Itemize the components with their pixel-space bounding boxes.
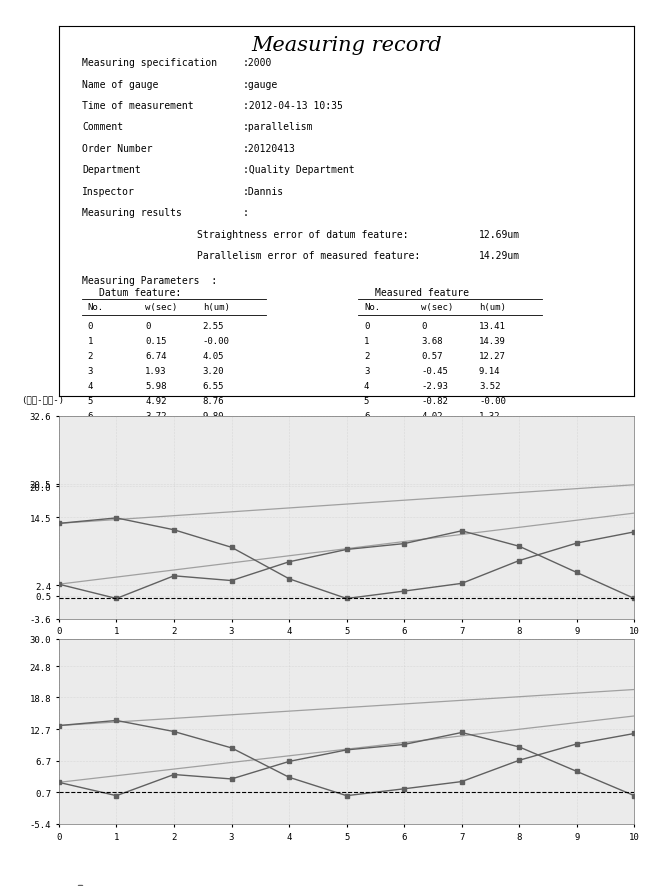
Text: 9: 9 [364,456,370,465]
Text: Straightness error of datum feature:: Straightness error of datum feature: [197,229,409,239]
Text: Comment: Comment [82,122,123,132]
Text: Name of gauge: Name of gauge [82,80,158,89]
Text: -2.93: -2.93 [421,382,448,391]
Text: -0.82: -0.82 [421,396,448,406]
Text: :Dannis: :Dannis [243,187,284,197]
Text: Measuring results: Measuring results [82,208,182,218]
Text: 12.69um: 12.69um [479,229,520,239]
Text: :parallelism: :parallelism [243,122,313,132]
Text: 2.70: 2.70 [479,426,500,435]
Text: 12.27: 12.27 [479,352,506,361]
Text: 5: 5 [364,396,370,406]
Text: 3: 3 [88,367,93,376]
Text: 9.32: 9.32 [203,441,224,450]
Text: 0.15: 0.15 [145,337,167,346]
Text: 5: 5 [88,396,93,406]
Text: :Quality Department: :Quality Department [243,165,354,175]
Text: 5.50: 5.50 [145,426,167,435]
Text: 5.98: 5.98 [145,382,167,391]
Text: 0: 0 [88,322,93,330]
Text: 4.05: 4.05 [203,352,224,361]
Text: (误差-微米-): (误差-微米-) [22,395,65,404]
Text: 1.32: 1.32 [479,411,500,421]
Text: 5.81: 5.81 [421,456,443,465]
Text: 7: 7 [364,426,370,435]
Text: 7: 7 [88,426,93,435]
Text: :20120413: :20120413 [243,144,296,154]
Text: 3.68: 3.68 [421,337,443,346]
Text: 6.78: 6.78 [479,441,500,450]
Text: 8.76: 8.76 [203,396,224,406]
Text: -2.30: -2.30 [145,456,172,465]
Text: 14.39: 14.39 [479,337,506,346]
Text: Measuring record: Measuring record [251,35,442,55]
Text: Measuring specification: Measuring specification [82,58,217,68]
Text: 2: 2 [364,352,370,361]
Text: Order Number: Order Number [82,144,152,154]
Text: 6.14: 6.14 [421,441,443,450]
Text: 4: 4 [88,382,93,391]
Text: 0: 0 [421,322,427,330]
Legend: 折线图, 矩阵折线图: 折线图, 矩阵折线图 [63,879,192,886]
Text: 0: 0 [364,322,370,330]
Text: :gauge: :gauge [243,80,278,89]
Text: 0.00: 0.00 [203,471,224,480]
Text: 2: 2 [88,352,93,361]
Text: Time of measurement: Time of measurement [82,101,194,111]
Text: 6: 6 [88,411,93,421]
Text: 9.80: 9.80 [203,411,224,421]
Text: :2000: :2000 [243,58,273,68]
Text: 9.90: 9.90 [479,456,500,465]
Text: 1: 1 [364,337,370,346]
Text: 8: 8 [88,441,93,450]
Text: w(sec): w(sec) [421,303,454,312]
Text: Measured feature: Measured feature [375,288,470,298]
Text: 13.41: 13.41 [479,322,506,330]
Text: 3: 3 [364,367,370,376]
Text: 9.14: 9.14 [479,367,500,376]
Text: -0.45: -0.45 [421,367,448,376]
Text: 2.55: 2.55 [203,322,224,330]
Text: h(um): h(um) [479,303,506,312]
Text: 11.90: 11.90 [479,471,506,480]
Text: 8: 8 [364,441,370,450]
Text: 1.93: 1.93 [145,367,167,376]
Text: Parallelism error of measured feature:: Parallelism error of measured feature: [197,251,421,261]
Text: 14.29um: 14.29um [479,251,520,261]
Text: 10: 10 [364,471,375,480]
Text: No.: No. [364,303,380,312]
Text: 0.57: 0.57 [421,352,443,361]
Text: h(um): h(um) [203,303,230,312]
Text: Measuring Parameters  :: Measuring Parameters : [82,276,217,286]
Text: 1.35: 1.35 [145,471,167,480]
Text: w(sec): w(sec) [145,303,177,312]
Text: -0.00: -0.00 [479,396,506,406]
Text: 6.55: 6.55 [203,382,224,391]
Text: No.: No. [88,303,104,312]
Text: 6.74: 6.74 [145,352,167,361]
Text: 12.09: 12.09 [203,426,230,435]
Text: Department: Department [82,165,141,175]
Text: 3.72: 3.72 [145,411,167,421]
Text: 6: 6 [364,411,370,421]
Text: 9: 9 [88,456,93,465]
Text: 0: 0 [145,322,150,330]
Text: 4: 4 [364,382,370,391]
Text: Datum feature:: Datum feature: [99,288,181,298]
Text: 3.52: 3.52 [479,382,500,391]
Text: :2012-04-13 10:35: :2012-04-13 10:35 [243,101,343,111]
Text: 4.64: 4.64 [203,456,224,465]
Text: 1: 1 [88,337,93,346]
Text: 4.09: 4.09 [421,426,443,435]
Text: -0.57: -0.57 [145,441,172,450]
Text: 3.20: 3.20 [203,367,224,376]
Text: 10: 10 [88,471,98,480]
Text: 4.02: 4.02 [421,411,443,421]
Text: 4.92: 4.92 [145,396,167,406]
Text: 4.75: 4.75 [421,471,443,480]
Text: :: : [243,208,249,218]
Text: -0.00: -0.00 [203,337,230,346]
Text: Inspector: Inspector [82,187,135,197]
